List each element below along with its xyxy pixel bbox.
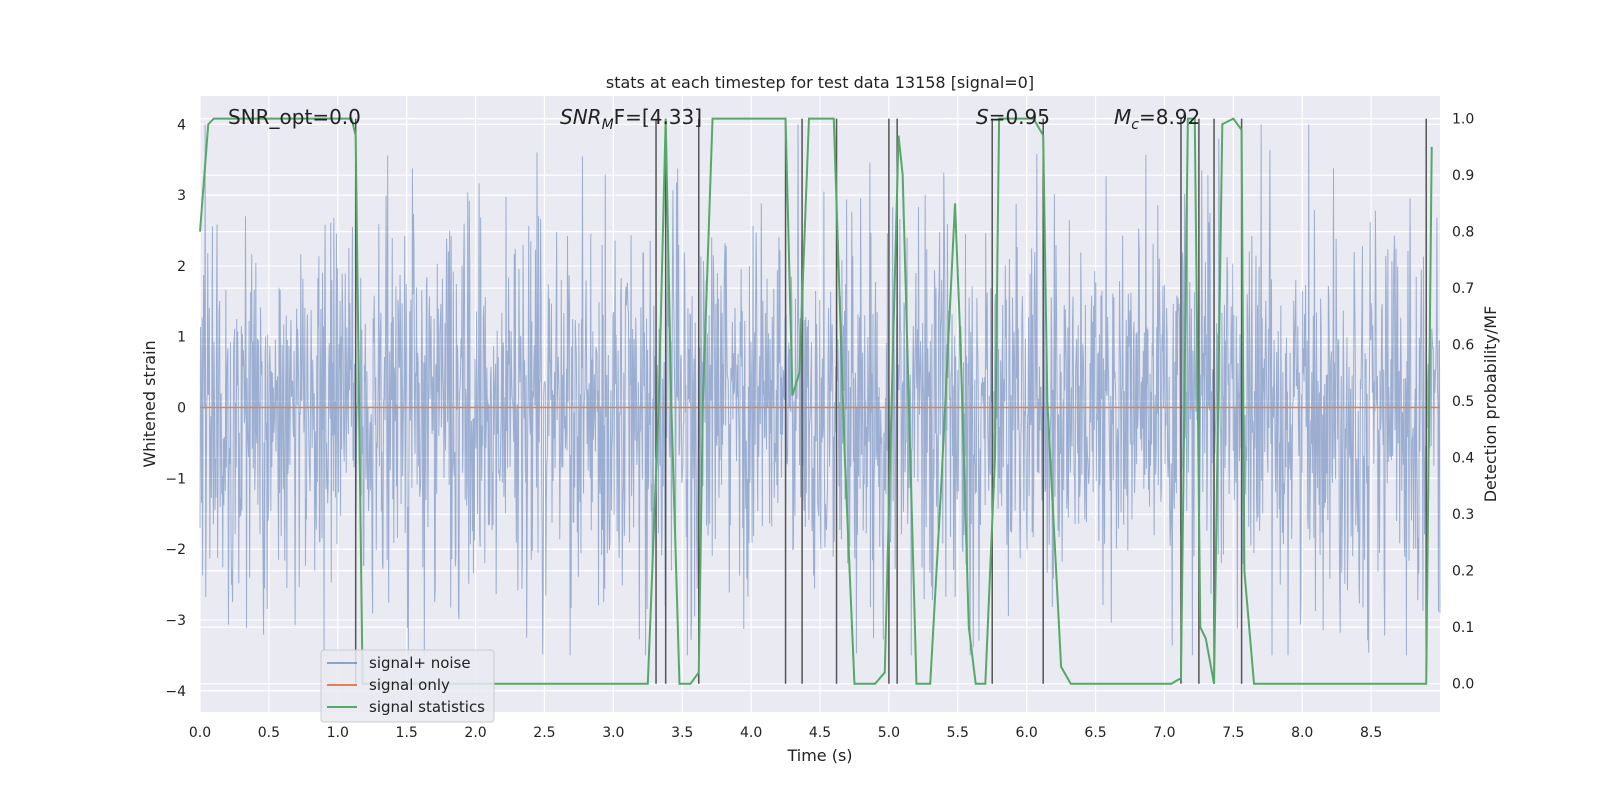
mc-sub: c bbox=[1131, 117, 1139, 133]
x-tick-label: 7.5 bbox=[1222, 725, 1244, 741]
x-tick-label: 4.5 bbox=[809, 725, 831, 741]
x-tick-label: 3.0 bbox=[602, 725, 624, 741]
x-tick-label: 2.0 bbox=[464, 725, 486, 741]
y-tick-label: 3 bbox=[177, 188, 186, 204]
y2-tick-label: 0.0 bbox=[1452, 677, 1474, 693]
y2-tick-label: 0.2 bbox=[1452, 564, 1474, 580]
tick-labels: 0.0 0.5 1.0 1.5 2.0 2.5 3.0 3.5 4.0 4.5 5.0 5.5 6.0 6… bbox=[165, 112, 1474, 741]
y2-tick-label: 0.8 bbox=[1452, 225, 1474, 241]
mc-main: M bbox=[1114, 105, 1131, 129]
vertical-lines bbox=[354, 118, 1427, 684]
x-axis-label: Time (s) bbox=[786, 746, 852, 765]
annotation-mc: Mc=8.92 bbox=[1114, 105, 1200, 133]
legend-label-stats: signal statistics bbox=[369, 698, 485, 716]
x-tick-label: 8.0 bbox=[1291, 725, 1313, 741]
x-tick-label: 0.5 bbox=[258, 725, 280, 741]
y-tick-label: −4 bbox=[165, 684, 186, 700]
signal-statistics-series bbox=[199, 117, 1433, 685]
legend: signal+ noise signal only signal statist… bbox=[320, 649, 495, 723]
y2-tick-label: 0.3 bbox=[1452, 507, 1474, 523]
x-tick-label: 7.0 bbox=[1153, 725, 1175, 741]
signal-statistics-line bbox=[199, 117, 1433, 685]
x-tick-label: 1.0 bbox=[327, 725, 349, 741]
noise-series-line bbox=[199, 124, 1441, 656]
y-tick-label: 4 bbox=[177, 117, 186, 133]
x-tick-label: 6.5 bbox=[1084, 725, 1106, 741]
x-tick-label: 5.0 bbox=[878, 725, 900, 741]
x-tick-label: 8.5 bbox=[1360, 725, 1382, 741]
x-tick-label: 6.0 bbox=[1016, 725, 1038, 741]
x-tick-label: 5.5 bbox=[947, 725, 969, 741]
y-tick-label: −1 bbox=[165, 471, 186, 487]
x-tick-label: 2.5 bbox=[533, 725, 555, 741]
legend-label-noise: signal+ noise bbox=[369, 654, 471, 672]
x-tick-label: 0.0 bbox=[189, 725, 211, 741]
y2-axis-label: Detection probability/MF bbox=[1481, 306, 1500, 503]
y-tick-label: 2 bbox=[177, 259, 186, 275]
y-tick-label: 1 bbox=[177, 330, 186, 346]
annotation-snr-mf: SNRMF=[4.33] bbox=[560, 105, 702, 133]
y2-tick-label: 0.5 bbox=[1452, 394, 1474, 410]
snr-mf-sub: M bbox=[602, 117, 614, 133]
y2-tick-label: 0.7 bbox=[1452, 281, 1474, 297]
y2-tick-label: 0.4 bbox=[1452, 451, 1474, 467]
annotation-snr-opt: SNR_opt=0.0 bbox=[228, 105, 361, 129]
y2-tick-label: 0.6 bbox=[1452, 338, 1474, 354]
y2-tick-label: 0.9 bbox=[1452, 168, 1474, 184]
y-tick-label: −2 bbox=[165, 542, 186, 558]
legend-box bbox=[320, 649, 495, 723]
x-tick-label: 1.5 bbox=[396, 725, 418, 741]
y-axis-label: Whitened strain bbox=[140, 340, 159, 467]
y-tick-label: −3 bbox=[165, 613, 186, 629]
mc-rest: =8.92 bbox=[1139, 105, 1200, 129]
snr-mf-main: SNR bbox=[560, 105, 602, 129]
noise-band-series bbox=[199, 124, 1441, 656]
y-tick-label: 0 bbox=[177, 401, 186, 417]
snr-mf-rest: F=[4.33] bbox=[614, 105, 702, 129]
annotation-s: S=0.95 bbox=[976, 105, 1050, 129]
x-tick-label: 4.0 bbox=[740, 725, 762, 741]
legend-label-signal: signal only bbox=[369, 676, 450, 694]
y2-tick-label: 0.1 bbox=[1452, 620, 1474, 636]
s-main: S bbox=[976, 105, 989, 129]
x-tick-label: 3.5 bbox=[671, 725, 693, 741]
y2-tick-label: 1.0 bbox=[1452, 112, 1474, 128]
chart-title: stats at each timestep for test data 131… bbox=[606, 73, 1034, 92]
s-rest: =0.95 bbox=[989, 105, 1050, 129]
